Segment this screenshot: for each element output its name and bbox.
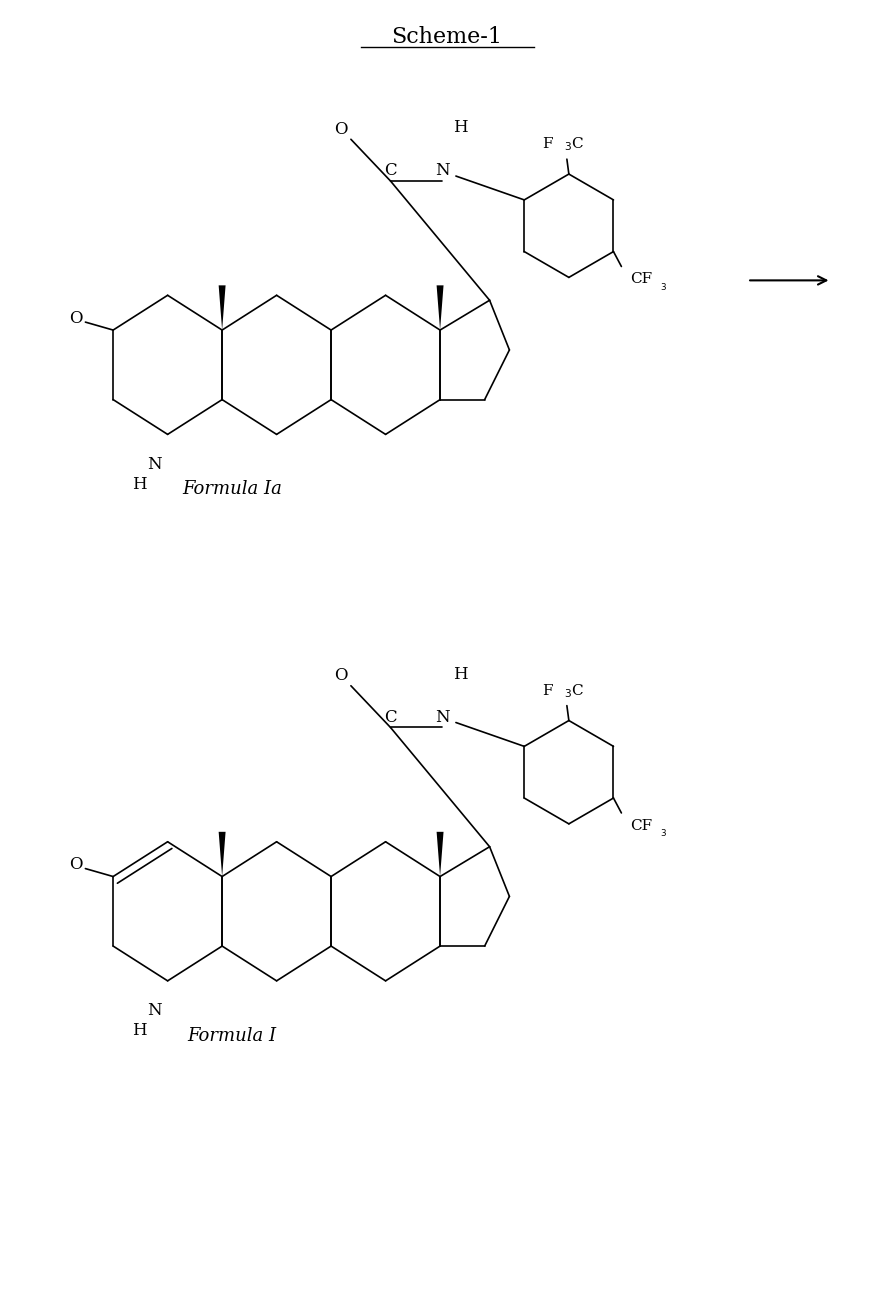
Text: O: O xyxy=(69,857,82,874)
Text: N: N xyxy=(434,709,449,726)
Text: N: N xyxy=(434,162,449,179)
Text: C: C xyxy=(384,709,396,726)
Text: H: H xyxy=(131,1022,146,1038)
Text: H: H xyxy=(452,666,467,683)
Text: N: N xyxy=(148,1002,162,1019)
Text: O: O xyxy=(333,121,348,138)
Text: CF: CF xyxy=(629,819,652,833)
Polygon shape xyxy=(436,832,443,876)
Text: F: F xyxy=(541,684,552,698)
Text: Formula Ia: Formula Ia xyxy=(181,480,282,498)
Polygon shape xyxy=(218,286,225,330)
Text: H: H xyxy=(131,475,146,492)
Polygon shape xyxy=(218,832,225,876)
Text: Scheme-1: Scheme-1 xyxy=(391,26,502,48)
Text: $_3$C: $_3$C xyxy=(563,135,584,153)
Text: N: N xyxy=(148,456,162,472)
Text: O: O xyxy=(333,667,348,684)
Text: CF: CF xyxy=(629,273,652,287)
Text: Formula I: Formula I xyxy=(187,1027,276,1045)
Text: C: C xyxy=(384,162,396,179)
Polygon shape xyxy=(436,286,443,330)
Text: $_3$: $_3$ xyxy=(659,827,666,840)
Text: F: F xyxy=(541,138,552,152)
Text: $_3$: $_3$ xyxy=(659,280,666,293)
Text: O: O xyxy=(69,310,82,327)
Text: $_3$C: $_3$C xyxy=(563,681,584,700)
Text: H: H xyxy=(452,119,467,136)
